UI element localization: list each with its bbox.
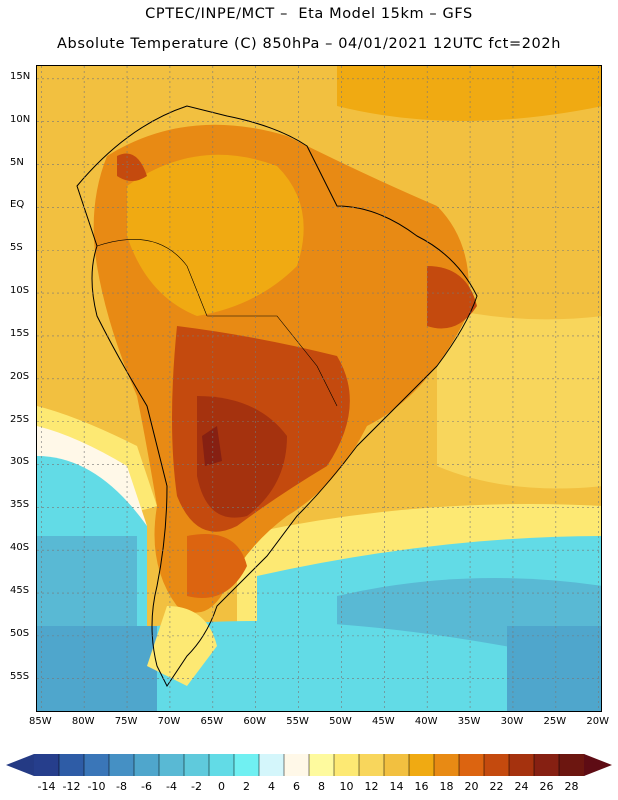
lat-tick-label: 55S (10, 670, 30, 682)
colorbar (6, 754, 612, 776)
lon-tick-label: 50W (329, 716, 352, 727)
colorbar-tick-label: 2 (243, 780, 250, 793)
colorbar-segment (434, 754, 460, 776)
colorbar-tick-label: 24 (514, 780, 529, 793)
lon-tick-label: 55W (286, 716, 309, 727)
colorbar-segment (134, 754, 160, 776)
lon-tick-label: 35W (457, 716, 481, 727)
colorbar-segment (409, 754, 435, 776)
colorbar-segment (84, 754, 110, 776)
colorbar-segment (484, 754, 510, 776)
colorbar-segment (59, 754, 85, 776)
colorbar-segment (234, 754, 260, 776)
lat-tick-label: 40S (10, 542, 30, 554)
field-hotspot (202, 426, 222, 466)
colorbar-tick-label: 0 (218, 780, 225, 793)
colorbar-tick-label: -4 (166, 780, 177, 793)
lon-tick-label: 45W (372, 716, 395, 727)
field-warm-north (337, 66, 601, 121)
lat-tick-label: 30S (10, 456, 30, 468)
lat-tick-label: 5S (10, 242, 23, 254)
colorbar-tick-label: 16 (414, 780, 429, 793)
colorbar-segment (109, 754, 135, 776)
colorbar-tick-label: 28 (564, 780, 579, 793)
chart-title-line2: Absolute Temperature (C) 850hPa – 04/01/… (57, 36, 561, 52)
field-patagonia-mild (147, 606, 217, 686)
colorbar-segment (559, 754, 585, 776)
lat-tick-label: 35S (10, 499, 30, 511)
field-drake-passage (157, 621, 601, 711)
temperature-map (37, 66, 601, 711)
chart-title-line1: CPTEC/INPE/MCT – Eta Model 15km – GFS (145, 6, 473, 22)
lat-tick-label: 15N (10, 70, 31, 82)
colorbar-tick-label: 6 (293, 780, 300, 793)
colorbar-over-triangle (584, 754, 612, 776)
colorbar-tick-label: 12 (364, 780, 379, 793)
colorbar-tick-label: -8 (116, 780, 127, 793)
graticule (37, 66, 601, 711)
colorbar-tick-label: -2 (191, 780, 202, 793)
lon-tick-label: 30W (500, 716, 524, 727)
field-southeast-cold (507, 626, 601, 711)
lat-tick-label: EQ (10, 199, 25, 211)
lat-tick-label: 15S (10, 327, 30, 339)
lon-tick-label: 65W (200, 716, 224, 727)
colorbar-tick-label: 26 (539, 780, 554, 793)
lat-tick-label: 25S (10, 413, 30, 425)
lon-tick-label: 20W (586, 716, 610, 727)
colorbar-segment (359, 754, 385, 776)
lon-tick-label: 40W (414, 716, 438, 727)
colorbar-tick-label: -12 (62, 780, 81, 793)
colorbar-segment (334, 754, 360, 776)
lon-tick-label: 75W (114, 716, 138, 727)
colorbar-tick-label: 4 (268, 780, 275, 793)
colorbar-tick-label: 8 (318, 780, 325, 793)
colorbar-under-triangle (6, 754, 34, 776)
colorbar-segment (534, 754, 560, 776)
border-lines (96, 239, 208, 317)
colorbar-tick-label: -10 (87, 780, 106, 793)
field-interior-hotter (197, 396, 287, 518)
lon-tick-label: 80W (71, 716, 95, 727)
field-subtropical-atlantic (437, 306, 601, 489)
field-venezuela-hot (117, 153, 147, 181)
colorbar-segment (34, 754, 60, 776)
colorbar-segment (509, 754, 535, 776)
continent-outline (76, 105, 478, 687)
map-frame (36, 65, 602, 712)
colorbar-segment (309, 754, 335, 776)
lat-tick-label: 20S (10, 370, 30, 382)
lon-tick-label: 60W (243, 716, 266, 727)
colorbar-segment (159, 754, 185, 776)
lat-tick-label: 10S (10, 285, 30, 297)
lat-tick-label: 45S (10, 585, 30, 597)
colorbar-tick-label: -6 (141, 780, 152, 793)
colorbar-tick-label: 14 (389, 780, 404, 793)
lon-tick-label: 25W (543, 716, 567, 727)
lon-tick-label: 70W (157, 716, 181, 727)
field-southwest-cold (37, 626, 167, 711)
colorbar-tick-label: -14 (37, 780, 56, 793)
colorbar-segment (284, 754, 310, 776)
lon-tick-label: 85W (28, 716, 52, 727)
lat-tick-label: 10N (10, 113, 31, 125)
border-lines-2 (207, 315, 338, 407)
colorbar-segment (384, 754, 410, 776)
colorbar-tick-label: 10 (339, 780, 354, 793)
colorbar-segment (209, 754, 235, 776)
colorbar-tick-label: 18 (439, 780, 454, 793)
colorbar-tick-label: 20 (464, 780, 479, 793)
lat-tick-label: 50S (10, 627, 30, 639)
colorbar-segment (259, 754, 285, 776)
colorbar-segment (459, 754, 485, 776)
colorbar-tick-label: 22 (489, 780, 504, 793)
field-amazon-mild (127, 154, 304, 316)
lat-tick-label: 5N (10, 156, 24, 168)
colorbar-segment (184, 754, 210, 776)
field-northeast-hot (427, 266, 477, 329)
